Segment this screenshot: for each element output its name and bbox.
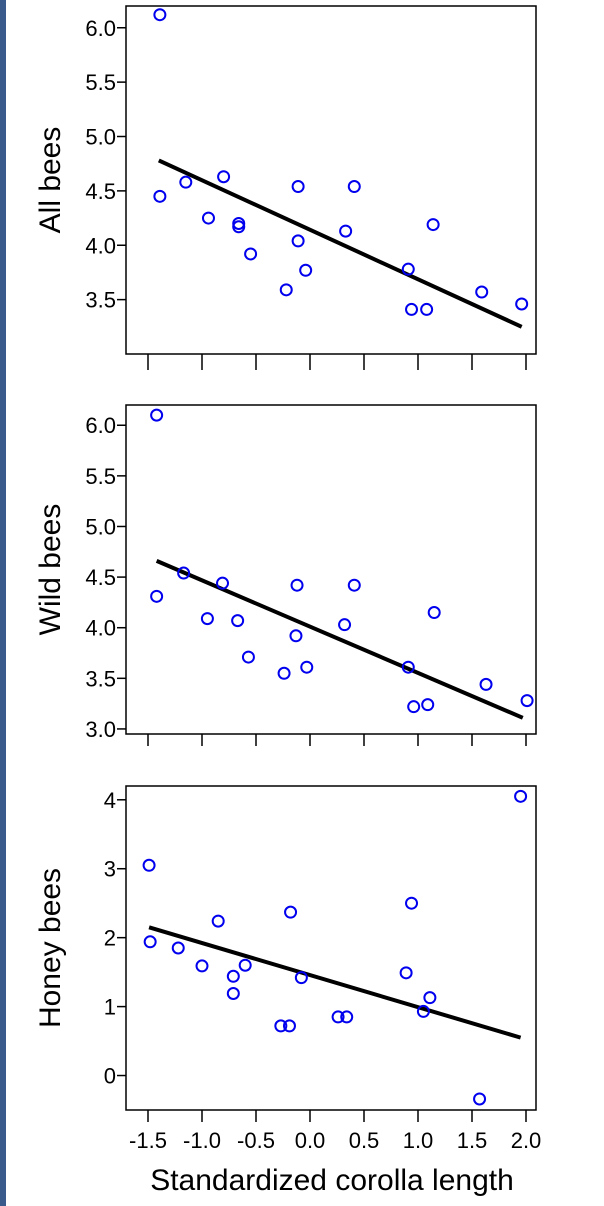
y-tick-label: 6.0 — [85, 16, 116, 41]
y-tick-label: 3.5 — [85, 666, 116, 691]
data-point — [150, 408, 164, 422]
panel-wild-bees: 6.0 5.5 5.0 4.5 4.0 3.5 3.0 Wild bees — [34, 404, 537, 746]
data-point — [244, 247, 258, 261]
data-point — [142, 858, 156, 872]
data-point — [241, 650, 255, 664]
data-point — [200, 612, 214, 626]
data-point — [284, 905, 298, 919]
data-point — [405, 896, 419, 910]
y-axis-label: All bees — [34, 127, 67, 234]
plot-frame — [125, 785, 537, 1111]
data-point — [515, 297, 529, 311]
y-tick-label: 4.0 — [85, 233, 116, 258]
x-tick-label: -1.0 — [183, 1128, 221, 1153]
x-tick-label: 0.5 — [349, 1128, 380, 1153]
data-point — [211, 914, 225, 928]
y-tick-label: 4.5 — [85, 179, 116, 204]
y-tick-label: 0 — [104, 1064, 116, 1089]
data-point — [294, 971, 308, 985]
data-point — [473, 1092, 487, 1106]
data-point — [339, 224, 353, 238]
data-point — [300, 660, 314, 674]
data-point — [153, 189, 167, 203]
y-axis-label: Honey bees — [34, 868, 67, 1028]
y-tick-label: 5.0 — [85, 514, 116, 539]
data-point — [401, 262, 415, 276]
data-point — [399, 966, 413, 980]
data-point — [279, 283, 293, 297]
panel-all-bees: 6.0 5.5 5.0 4.5 4.0 3.5 All bees — [34, 5, 537, 370]
data-point — [290, 578, 304, 592]
data-point — [179, 175, 193, 189]
plot-frame — [125, 404, 537, 735]
data-point — [282, 1019, 296, 1033]
y-tick-label: 5.5 — [85, 70, 116, 95]
y-tick-label: 2 — [104, 926, 116, 951]
data-point — [217, 170, 231, 184]
data-point — [232, 220, 246, 234]
panel-honey-bees: 4 3 2 1 0 -1.5 -1.0 -0.5 0.0 0.5 1.0 1.5 2.0 Honey be… — [34, 785, 542, 1153]
data-point — [340, 1010, 354, 1024]
y-tick-label: 4.5 — [85, 565, 116, 590]
data-point — [291, 180, 305, 194]
y-tick-label: 5.0 — [85, 125, 116, 150]
data-point — [274, 1019, 288, 1033]
data-point — [475, 285, 489, 299]
data-point — [338, 618, 352, 632]
x-axis-label: Standardized corolla length — [150, 1164, 514, 1197]
data-point — [143, 935, 157, 949]
trend-line — [148, 925, 522, 1040]
data-point — [347, 578, 361, 592]
data-point — [289, 629, 303, 643]
data-point — [520, 694, 534, 708]
trend-line — [155, 559, 524, 720]
data-point — [407, 700, 421, 714]
x-tick-label: -1.5 — [129, 1128, 167, 1153]
data-point — [238, 958, 252, 972]
trend-line — [157, 158, 523, 329]
y-tick-label: 3.5 — [85, 288, 116, 313]
plot-frame — [125, 5, 537, 355]
data-point — [479, 677, 493, 691]
data-point — [277, 666, 291, 680]
y-tick-label: 4 — [104, 788, 116, 813]
y-axis-label: Wild bees — [34, 504, 67, 636]
data-point — [226, 986, 240, 1000]
data-point — [195, 959, 209, 973]
data-point — [416, 1004, 430, 1018]
data-point — [226, 969, 240, 983]
data-point — [201, 211, 215, 225]
data-point — [401, 660, 415, 674]
data-point — [421, 698, 435, 712]
data-point — [420, 302, 434, 316]
data-point — [514, 789, 528, 803]
data-point — [331, 1010, 345, 1024]
data-point — [150, 589, 164, 603]
y-tick-label: 3 — [104, 857, 116, 882]
data-point — [347, 180, 361, 194]
x-tick-label: -0.5 — [237, 1128, 275, 1153]
left-accent-bar — [0, 0, 6, 1206]
data-point — [177, 566, 191, 580]
data-point — [299, 263, 313, 277]
y-tick-label: 1 — [104, 995, 116, 1020]
y-tick-label: 6.0 — [85, 413, 116, 438]
x-tick-label: 0.0 — [295, 1128, 326, 1153]
y-tick-label: 5.5 — [85, 464, 116, 489]
data-point — [427, 606, 441, 620]
x-tick-label: 1.0 — [403, 1128, 434, 1153]
data-point — [426, 218, 440, 232]
data-point — [423, 991, 437, 1005]
data-point — [216, 576, 230, 590]
data-point — [231, 614, 245, 628]
data-point — [405, 302, 419, 316]
data-point — [153, 8, 167, 22]
x-tick-label: 1.5 — [457, 1128, 488, 1153]
data-point — [291, 234, 305, 248]
y-tick-label: 3.0 — [85, 717, 116, 742]
x-tick-label: 2.0 — [511, 1128, 542, 1153]
data-point — [171, 941, 185, 955]
y-tick-label: 4.0 — [85, 616, 116, 641]
